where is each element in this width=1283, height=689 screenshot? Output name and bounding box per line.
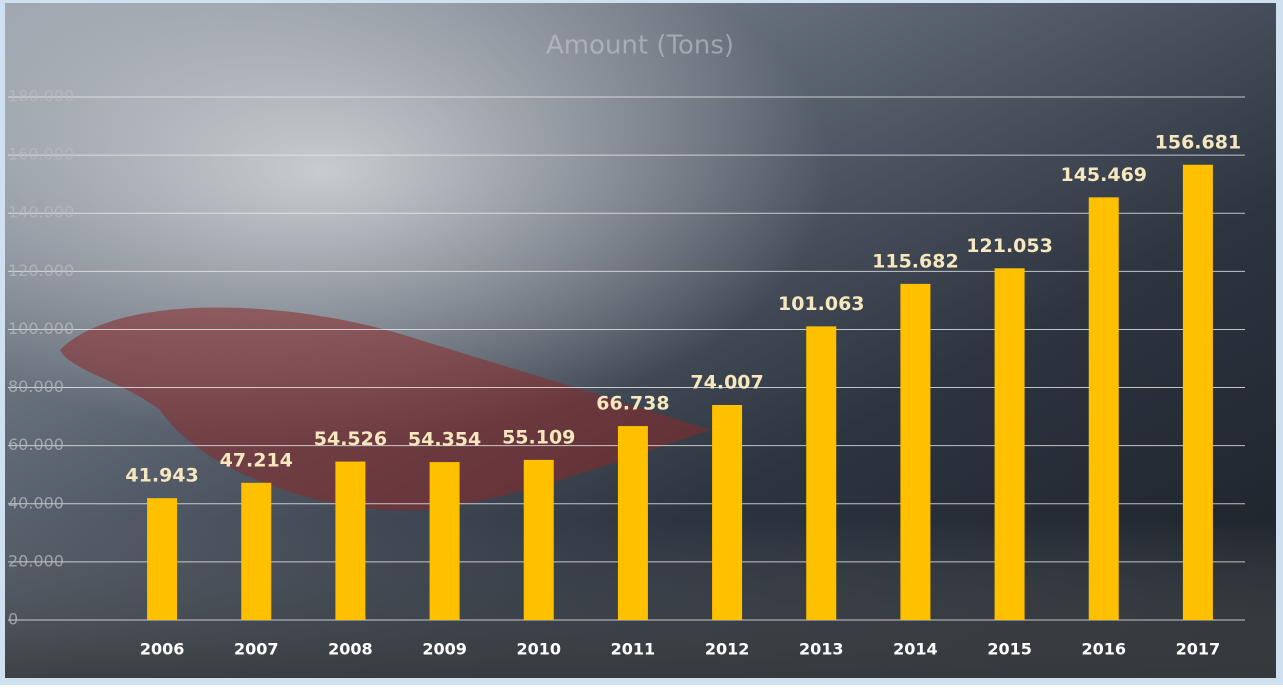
y-tick-label: 100.000: [8, 319, 74, 338]
bar: [335, 461, 366, 620]
y-tick-label: 20.000: [8, 551, 64, 570]
bar: [147, 498, 178, 620]
bar: [900, 283, 931, 620]
y-tick-label: 0: [8, 610, 18, 629]
bar: [1088, 197, 1119, 621]
value-label: 54.526: [314, 428, 387, 450]
value-label: 145.469: [1060, 164, 1147, 186]
x-tick-label: 2013: [799, 640, 844, 659]
value-label: 156.681: [1155, 131, 1242, 153]
value-label: 121.053: [966, 235, 1053, 257]
value-label: 54.354: [408, 429, 481, 451]
bar: [806, 326, 837, 620]
value-label: 55.109: [502, 426, 575, 448]
bar: [994, 268, 1025, 620]
bar: [429, 462, 460, 620]
x-tick-label: 2007: [234, 640, 279, 659]
y-tick-label: 180.000: [8, 87, 74, 106]
x-tick-label: 2009: [422, 640, 467, 659]
bar: [1182, 164, 1213, 621]
bar: [523, 459, 554, 620]
value-label: 74.007: [690, 371, 763, 393]
bar: [712, 404, 743, 620]
y-tick-label: 60.000: [8, 435, 64, 454]
y-tick-label: 120.000: [8, 261, 74, 280]
x-tick-label: 2016: [1081, 640, 1126, 659]
x-tick-label: 2008: [328, 640, 373, 659]
y-tick-label: 160.000: [8, 145, 74, 164]
chart-title: Amount (Tons): [546, 31, 734, 61]
value-label: 101.063: [778, 293, 865, 315]
y-tick-label: 40.000: [8, 493, 64, 512]
x-tick-label: 2010: [516, 640, 561, 659]
y-tick-label: 140.000: [8, 203, 74, 222]
x-tick-label: 2006: [140, 640, 185, 659]
bar: [617, 426, 648, 620]
x-tick-label: 2012: [705, 640, 750, 659]
net: [60, 307, 710, 511]
value-label: 47.214: [220, 449, 293, 471]
value-label: 115.682: [872, 250, 959, 272]
y-tick-label: 80.000: [8, 377, 64, 396]
x-tick-label: 2015: [987, 640, 1032, 659]
value-label: 66.738: [596, 393, 669, 415]
x-tick-label: 2014: [893, 640, 938, 659]
x-tick-label: 2017: [1176, 640, 1221, 659]
value-label: 41.943: [125, 465, 198, 487]
bar: [241, 482, 272, 620]
x-tick-label: 2011: [611, 640, 656, 659]
